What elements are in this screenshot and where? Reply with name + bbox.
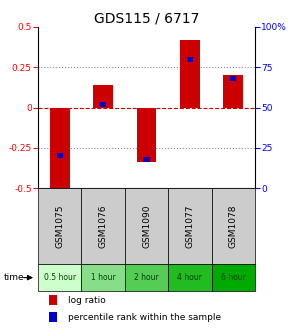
Text: 0.5 hour: 0.5 hour [44,273,76,282]
Bar [212,264,255,291]
Text: 6 hour: 6 hour [221,273,246,282]
Text: 4 hour: 4 hour [178,273,202,282]
Bar [212,188,255,264]
Bar [168,264,212,291]
Bar [81,264,125,291]
Bar [224,75,243,108]
Bar [81,188,125,264]
Bar [50,108,69,192]
Bar [137,108,156,162]
Text: 2 hour: 2 hour [134,273,159,282]
Bar [230,76,236,81]
Bar [38,188,81,264]
Bar [143,157,150,162]
Bar [93,85,113,108]
Bar [49,295,57,305]
Text: log ratio: log ratio [69,296,106,305]
Text: time: time [4,273,25,282]
Text: GSM1077: GSM1077 [185,204,194,248]
Text: 1 hour: 1 hour [91,273,115,282]
Text: GSM1075: GSM1075 [55,204,64,248]
Text: GSM1090: GSM1090 [142,204,151,248]
Bar [38,264,81,291]
Text: GSM1076: GSM1076 [99,204,108,248]
Text: percentile rank within the sample: percentile rank within the sample [69,313,222,322]
Bar [168,188,212,264]
Bar [125,264,168,291]
Bar [49,312,57,322]
Text: GSM1078: GSM1078 [229,204,238,248]
Bar [57,154,63,158]
Title: GDS115 / 6717: GDS115 / 6717 [94,12,199,26]
Bar [180,40,200,108]
Bar [100,102,106,107]
Bar [125,188,168,264]
Bar [187,57,193,61]
